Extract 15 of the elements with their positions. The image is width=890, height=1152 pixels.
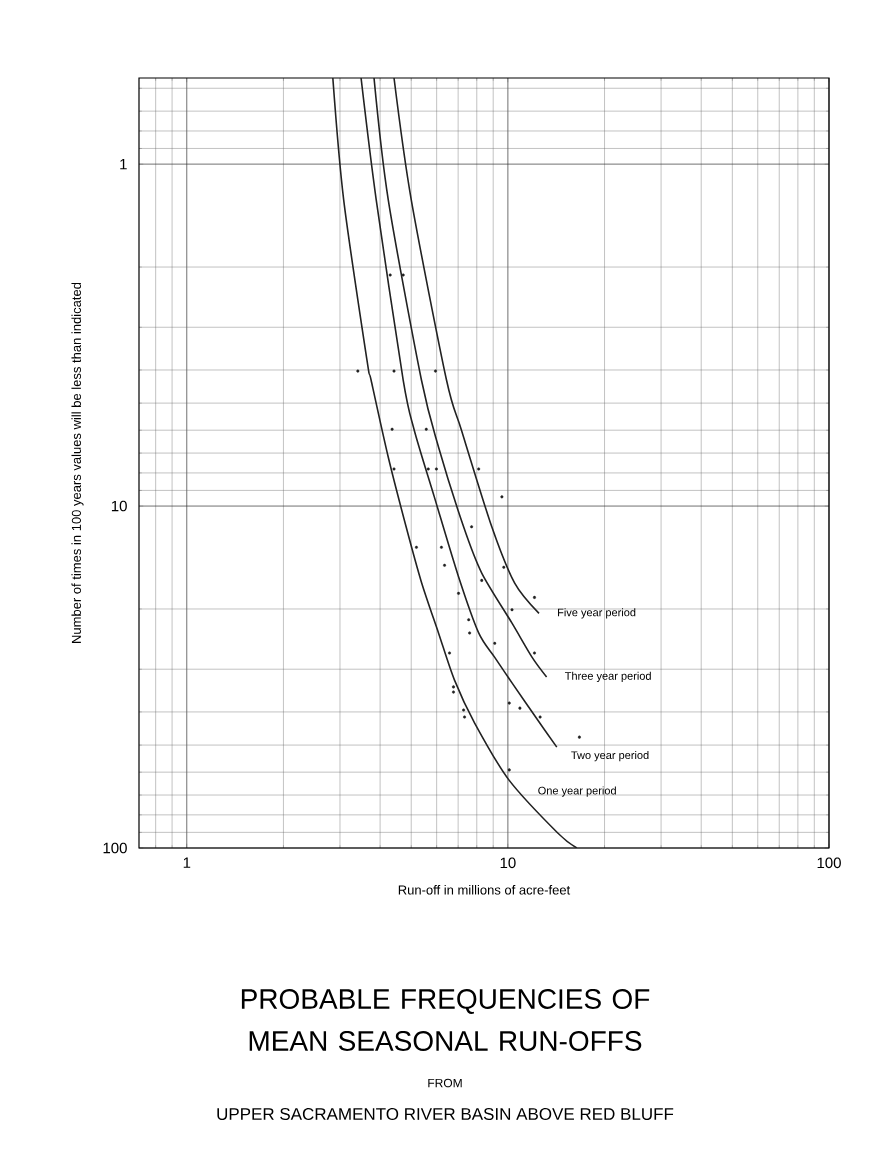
y-tick-label: 100 [103, 842, 127, 854]
y-axis-title: Number of times in 100 years values will be less than indicated [71, 282, 84, 643]
series-label: Three year period [564, 671, 651, 683]
text: FROM [428, 1078, 462, 1088]
text: UPPER SACRAMENTO RIVER BASIN ABOVE RED BLUFF [217, 1107, 674, 1121]
series-label: One year period [538, 786, 616, 797]
y-tick-label: 1 [120, 158, 127, 170]
text: PROBABLE FREQUENCIES OF MEAN SEASONAL RUN-OFFS [241, 989, 650, 1051]
series-label: Five year period [558, 608, 636, 619]
y-tick-label: 10 [111, 500, 127, 512]
x-tick-label: 100 [817, 857, 841, 869]
series-label: Two year period [571, 751, 649, 762]
x-axis-title: Run-off in millions of acre-feet [398, 885, 571, 895]
x-tick-label: 10 [500, 857, 516, 869]
x-tick-label: 1 [183, 857, 191, 868]
